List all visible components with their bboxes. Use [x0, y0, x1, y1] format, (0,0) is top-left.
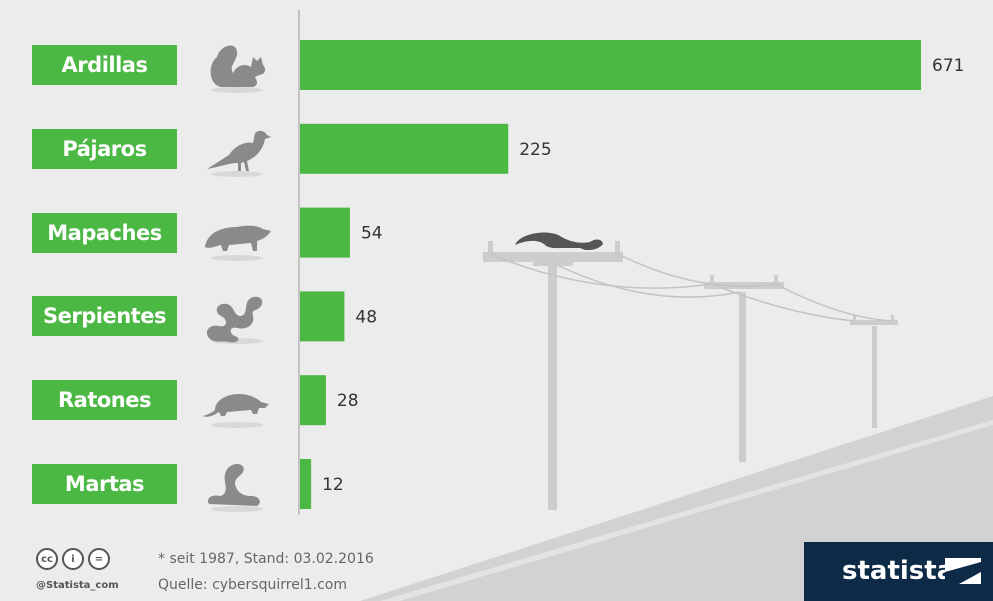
twitter-handle[interactable]: @Statista_com [36, 580, 119, 591]
footnote: * seit 1987, Stand: 03.02.2016 [158, 551, 374, 567]
marten-icon [207, 464, 263, 512]
no-derivatives-icon[interactable]: = [88, 548, 110, 570]
attribution-icon[interactable]: i [62, 548, 84, 570]
category-label: Mapaches [32, 212, 177, 253]
snake-icon [206, 297, 263, 345]
category-label: Serpientes [32, 296, 177, 337]
bird-icon [207, 130, 271, 177]
bar-ratones [300, 375, 326, 426]
bar-chart: 671 225 54 48 28 12 [298, 10, 964, 515]
value-label: 54 [361, 224, 383, 244]
bar-pájaros [300, 123, 509, 174]
value-label: 225 [519, 140, 551, 160]
bar-martas [300, 459, 312, 509]
statista-logo-text[interactable]: statista [842, 556, 955, 586]
statista-logo-icon [945, 558, 981, 584]
value-label: 12 [322, 475, 344, 495]
raccoon-icon [205, 225, 271, 261]
value-label: 48 [355, 307, 377, 327]
utility-pole-2 [739, 292, 746, 462]
value-label: 671 [932, 56, 964, 76]
bar-serpientes [300, 291, 345, 342]
category-label: Ratones [32, 380, 177, 421]
footer: cc i = @Statista_com * seit 1987, Stand:… [0, 540, 993, 601]
utility-pole-1 [548, 265, 557, 510]
category-label: Ardillas [32, 45, 177, 85]
bar-mapaches [300, 207, 350, 258]
squirrel-icon [210, 45, 266, 93]
category-label: Pájaros [32, 128, 177, 169]
utility-pole-3 [872, 326, 877, 428]
cc-license-icon[interactable]: cc [36, 548, 58, 570]
squirrel-silhouette [515, 232, 603, 250]
rat-icon [203, 394, 269, 429]
value-label: 28 [337, 391, 359, 411]
source-text: Quelle: cybersquirrel1.com [158, 577, 347, 593]
category-label: Martas [32, 464, 177, 504]
bar-ardillas [300, 40, 921, 90]
